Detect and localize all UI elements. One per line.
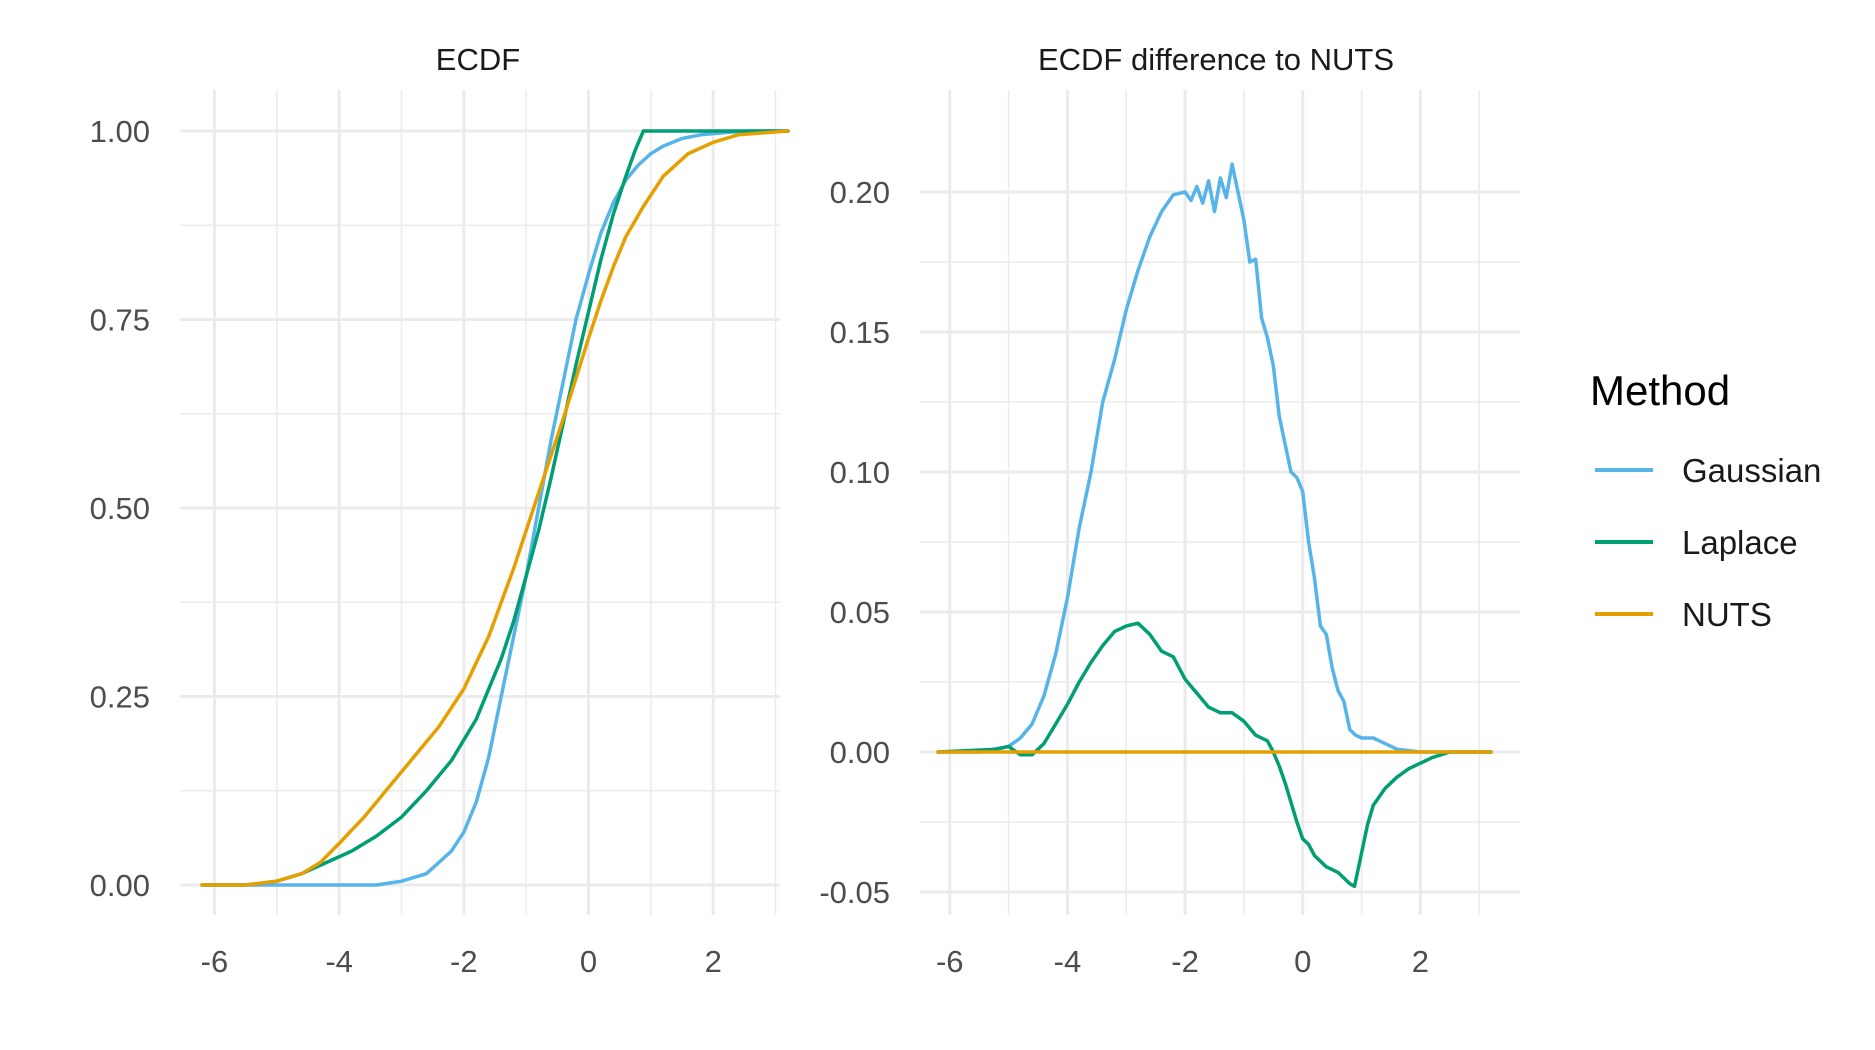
difference-y-tick-label: -0.05 <box>819 875 890 910</box>
difference-y-tick-label: 0.10 <box>830 455 890 490</box>
ecdf-x-tick-label: -6 <box>201 944 229 979</box>
difference-x-tick-label: 2 <box>1412 944 1429 979</box>
difference-x-tick-label: -2 <box>1171 944 1199 979</box>
ecdf-difference-panel: -6 -4 -2 0 2 -0.05 0.00 0.05 0.10 0.15 0.20 ECDF d… <box>819 42 1520 979</box>
difference-line-laplace <box>936 621 1493 889</box>
ecdf-y-tick-label: 0.75 <box>90 303 150 338</box>
difference-lines <box>936 162 1493 889</box>
ecdf-lines <box>200 129 790 887</box>
legend-label-nuts: NUTS <box>1682 596 1772 633</box>
ecdf-y-tick-label: 0.00 <box>90 868 150 903</box>
ecdf-x-tick-label: 2 <box>705 944 722 979</box>
ecdf-x-tick-label: -4 <box>325 944 353 979</box>
difference-y-tick-label: 0.05 <box>830 595 890 630</box>
ecdf-line-laplace <box>200 129 790 887</box>
difference-line-gaussian <box>936 162 1493 754</box>
difference-x-tick-label: -6 <box>936 944 964 979</box>
ecdf-y-tick-label: 0.50 <box>90 491 150 526</box>
ecdf-panel-title: ECDF <box>436 42 520 77</box>
difference-y-tick-label: 0.20 <box>830 175 890 210</box>
ecdf-x-tick-label: -2 <box>450 944 478 979</box>
ecdf-grid <box>180 90 780 915</box>
ecdf-y-tick-label: 0.25 <box>90 680 150 715</box>
ecdf-tick-labels: -6 -4 -2 0 2 0.00 0.25 0.50 0.75 1.00 <box>90 114 722 979</box>
difference-panel-title: ECDF difference to NUTS <box>1038 42 1394 77</box>
ecdf-x-tick-label: 0 <box>580 944 597 979</box>
difference-x-tick-label: 0 <box>1294 944 1311 979</box>
legend: Method Gaussian Laplace NUTS <box>1590 367 1821 633</box>
difference-tick-labels: -6 -4 -2 0 2 -0.05 0.00 0.05 0.10 0.15 0.20 <box>819 175 1429 979</box>
legend-items: Gaussian Laplace NUTS <box>1595 452 1821 633</box>
legend-label-gaussian: Gaussian <box>1682 452 1821 489</box>
difference-x-tick-label: -4 <box>1054 944 1082 979</box>
difference-y-tick-label: 0.00 <box>830 735 890 770</box>
difference-y-tick-label: 0.15 <box>830 315 890 350</box>
ecdf-y-tick-label: 1.00 <box>90 114 150 149</box>
legend-title: Method <box>1590 367 1730 414</box>
legend-label-laplace: Laplace <box>1682 524 1798 561</box>
ecdf-panel: -6 -4 -2 0 2 0.00 0.25 0.50 0.75 1.00 ECDF <box>90 42 790 979</box>
difference-grid <box>920 90 1520 915</box>
ecdf-line-nuts <box>200 129 790 887</box>
